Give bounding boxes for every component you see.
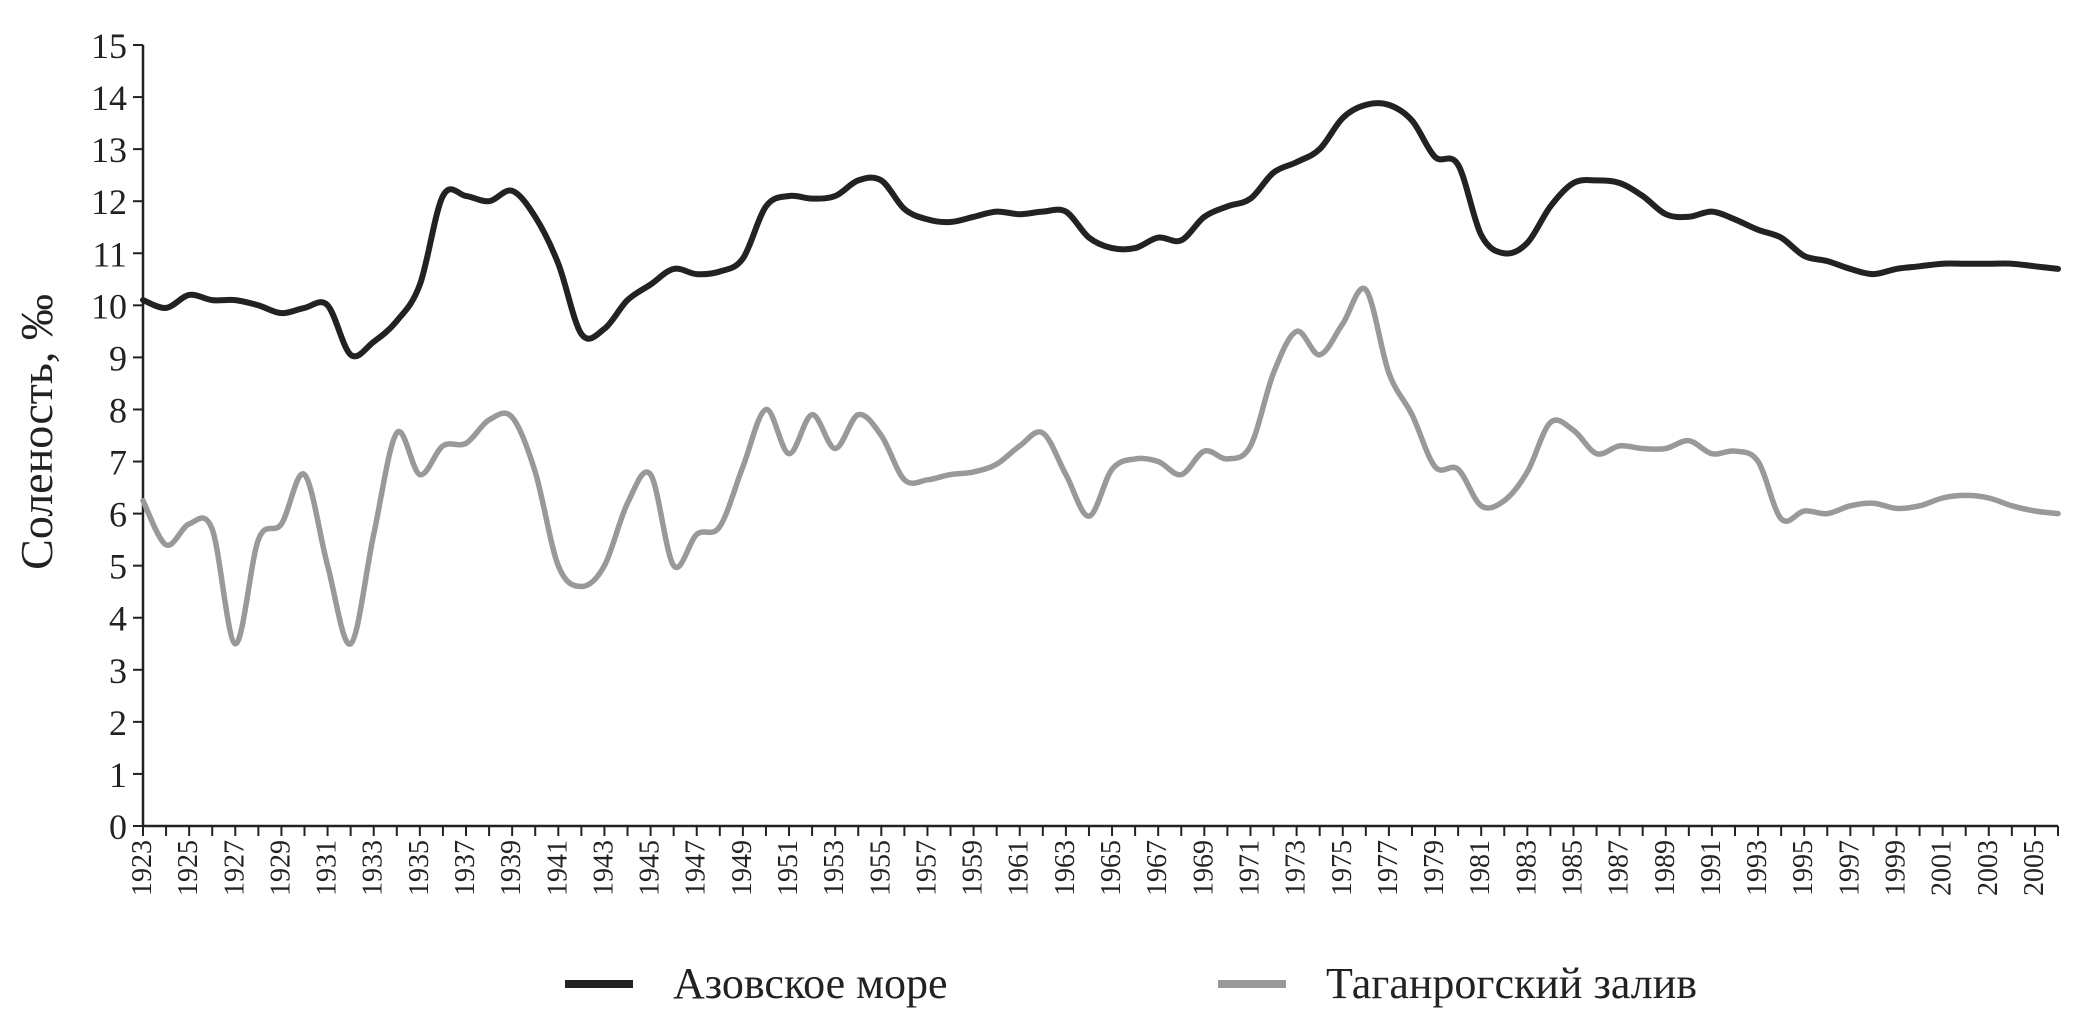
x-tick-label: 1979: [1419, 840, 1450, 896]
x-tick-label: 1947: [681, 840, 712, 896]
series-line-azov-sea: [140, 100, 2061, 360]
x-tick-label: 1981: [1465, 840, 1496, 896]
x-tick-label: 1935: [404, 840, 435, 896]
x-tick-label: 1997: [1834, 840, 1865, 896]
x-tick-label: 1925: [173, 840, 204, 896]
x-tick-label: 1983: [1511, 840, 1542, 896]
x-tick-label: 1941: [542, 840, 573, 896]
x-tick-label: 1961: [1004, 840, 1035, 896]
x-tick-label: 1959: [958, 840, 989, 896]
x-tick-label: 1973: [1281, 840, 1312, 896]
y-tick-label: 1: [109, 755, 127, 795]
x-tick-label: 1969: [1188, 840, 1219, 896]
series-line-taganrog-bay: [140, 285, 2061, 647]
y-tick-label: 11: [92, 234, 127, 274]
x-tick-label: 1995: [1788, 840, 1819, 896]
x-tick-label: 1975: [1327, 840, 1358, 896]
x-tick-label: 1963: [1050, 840, 1081, 896]
y-tick-label: 3: [109, 651, 127, 691]
x-tick-label: 1927: [219, 840, 250, 896]
x-tick-label: 1949: [727, 840, 758, 896]
y-tick-label: 15: [91, 26, 127, 66]
x-tick-label: 1937: [450, 840, 481, 896]
x-tick-label: 1987: [1604, 840, 1635, 896]
y-tick-label: 9: [109, 338, 127, 378]
x-tick-label: 1965: [1096, 840, 1127, 896]
x-tick-label: 2005: [2019, 840, 2050, 896]
x-tick-label: 1953: [819, 840, 850, 896]
x-tick-label: 1929: [265, 840, 296, 896]
y-tick-label: 7: [109, 443, 127, 483]
x-tick-label: 1971: [1234, 840, 1265, 896]
x-tick-label: 1931: [312, 840, 343, 896]
y-tick-label: 0: [109, 807, 127, 847]
x-tick-label: 1939: [496, 840, 527, 896]
y-tick-label: 10: [91, 286, 127, 326]
legend-label-taganrog-bay: Таганрогский залив: [1326, 959, 1697, 1008]
x-tick-label: 1989: [1650, 840, 1681, 896]
series-layer: [140, 100, 2061, 647]
x-tick-label: 2001: [1927, 840, 1958, 896]
y-tick-label: 13: [91, 130, 127, 170]
x-tick-label: 1951: [773, 840, 804, 896]
y-tick-label: 6: [109, 495, 127, 535]
y-tick-label: 8: [109, 390, 127, 430]
x-tick-label: 1999: [1880, 840, 1911, 896]
y-tick-label: 5: [109, 547, 127, 587]
y-axis-title: Соленость, ‰: [11, 294, 62, 570]
y-tick-label: 4: [109, 599, 127, 639]
x-tick-label: 1957: [911, 840, 942, 896]
x-tick-label: 1991: [1696, 840, 1727, 896]
x-tick-label: 1985: [1557, 840, 1588, 896]
x-tick-label: 1933: [358, 840, 389, 896]
x-tick-label: 2003: [1973, 840, 2004, 896]
x-tick-label: 1955: [865, 840, 896, 896]
y-tick-label: 14: [91, 78, 127, 118]
y-tick-label: 12: [91, 182, 127, 222]
x-tick-label: 1943: [588, 840, 619, 896]
x-tick-label: 1993: [1742, 840, 1773, 896]
x-tick-label: 1923: [127, 840, 158, 896]
x-tick-label: 1967: [1142, 840, 1173, 896]
legend-label-azov-sea: Азовское море: [673, 959, 948, 1008]
x-tick-label: 1945: [635, 840, 666, 896]
y-tick-label: 2: [109, 703, 127, 743]
x-axis: 1923 1925 1927 1929 1931 1933 1935 1937 1939 1941…: [127, 824, 2059, 896]
x-tick-label: 1977: [1373, 840, 1404, 896]
legend: Азовское море Таганрогский залив: [565, 959, 1697, 1008]
